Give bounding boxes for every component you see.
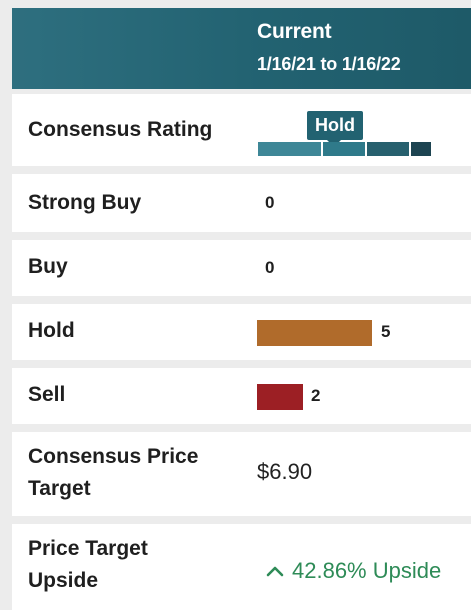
header-title: Current [257,20,332,43]
header-date-range: 1/16/21 to 1/16/22 [257,54,401,74]
rating-scale-segment [258,142,321,156]
buy-label: Buy [28,255,68,278]
hold-count: 5 [381,322,391,341]
hold-bar [257,320,372,346]
sell-bar [257,384,303,410]
chevron-up-icon [266,565,284,577]
price-target-label-line2: Target [28,477,91,500]
hold-label: Hold [28,319,75,342]
upside-value: 42.86% Upside [292,558,442,583]
price-target-value: $6.90 [257,459,313,484]
strong-buy-label: Strong Buy [28,191,142,214]
row-hold: Hold 5 [12,304,471,360]
row-price-target: Consensus Price Target $6.90 [12,432,471,516]
rating-scale-segment [367,142,409,156]
upside-label-line2: Upside [28,569,99,592]
upside-value-group: 42.86% Upside [266,558,441,584]
rating-scale [258,142,431,156]
sell-count: 2 [311,386,321,405]
buy-count: 0 [265,258,275,277]
consensus-rating-label: Consensus Rating [28,118,213,141]
sell-label: Sell [28,383,66,406]
row-buy: Buy 0 [12,240,471,296]
rating-badge: Hold [307,111,363,140]
table-header: Current 1/16/21 to 1/16/22 [12,8,471,89]
price-target-label-line1: Consensus Price [28,445,199,468]
row-upside: Price Target Upside 42.86% Upside [12,524,471,610]
row-consensus-rating: Consensus Rating Hold [12,94,471,166]
row-strong-buy: Strong Buy 0 [12,174,471,232]
upside-label-line1: Price Target [28,537,148,560]
rating-scale-segment [411,142,431,156]
rating-scale-segment [323,142,365,156]
row-sell: Sell 2 [12,368,471,424]
strong-buy-count: 0 [265,193,275,212]
